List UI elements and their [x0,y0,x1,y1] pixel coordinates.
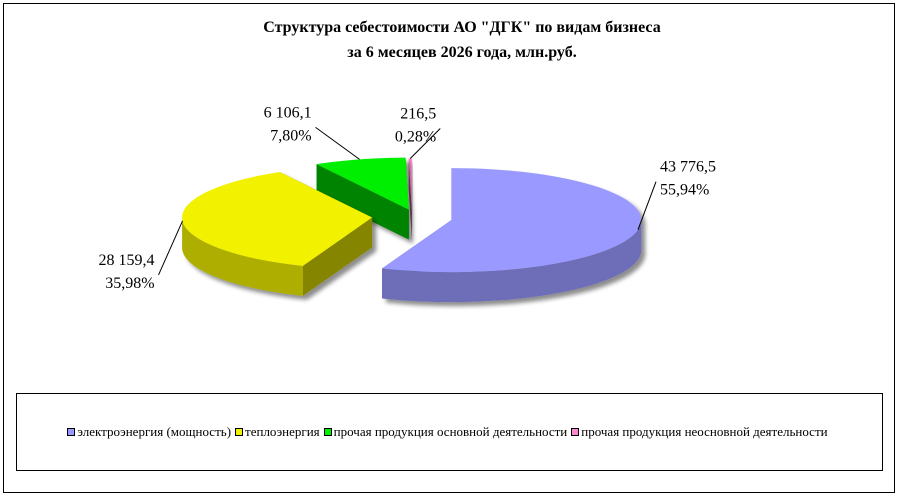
percent-label-heat: 35,98% [105,275,154,292]
pie-slices [182,157,642,303]
legend-item-electricity: электроэнергия (мощность) [67,424,235,440]
legend-item-other-core: прочая продукция основной деятельности [323,424,572,440]
chart-legend: электроэнергия (мощность) теплоэнергия п… [16,393,883,471]
leader-line-other-noncore [409,128,441,159]
legend-label-electricity: электроэнергия (мощность) [77,424,232,439]
value-label-other-core: 6 106,1 [264,104,312,121]
percent-label-other-noncore: 0,28% [395,129,436,146]
leader-line-electricity [637,181,657,230]
pie-slice-other-noncore [408,158,412,241]
percent-label-electricity: 55,94% [660,182,709,199]
legend-item-heat: теплоэнергия [235,424,324,440]
legend-swatch-heat [235,428,244,436]
data-labels: 43 776,5 55,94% 28 159,4 35,98% 6 106,1 7,80%… [99,104,716,292]
chart-title-line-1: Структура себестоимости АО "ДГК" по вида… [263,19,660,36]
chart-title-line-2: за 6 месяцев 2026 года, млн.руб. [347,44,576,61]
value-label-heat: 28 159,4 [99,252,155,269]
pie-slice-heat [182,172,373,296]
legend-swatch-electricity [67,428,76,436]
legend-swatch-other-noncore [571,428,580,436]
pie-slice-electricity [382,168,642,303]
percent-label-other-core: 7,80% [270,127,311,144]
leader-line-other-core [315,127,360,160]
legend-label-heat: теплоэнергия [245,424,320,439]
value-label-other-noncore: 216,5 [400,106,436,123]
value-label-electricity: 43 776,5 [660,159,716,176]
legend-label-other-noncore: прочая продукция неосновной деятельности [581,424,828,439]
legend-item-other-noncore: прочая продукция неосновной деятельности [571,424,831,440]
leader-lines [158,127,657,276]
pie-slice-other-core [316,157,409,240]
leader-line-heat [158,220,183,276]
legend-label-other-core: прочая продукция основной деятельности [333,424,568,439]
legend-swatch-other-core [323,428,332,436]
